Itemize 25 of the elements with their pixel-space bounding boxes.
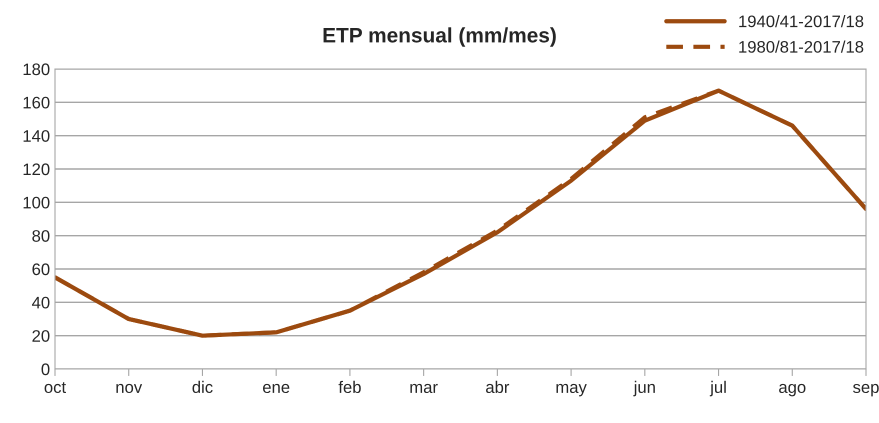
y-tick-label: 80 (32, 230, 50, 242)
y-tick-label: 100 (24, 196, 50, 209)
x-tick-label: jun (633, 380, 655, 396)
x-tick-label: ene (262, 384, 290, 394)
y-tick-label: 20 (32, 330, 50, 342)
y-tick-label: 60 (32, 263, 50, 276)
legend-label: 1940/41-2017/18 (739, 15, 864, 28)
x-tick-label: may (556, 384, 587, 396)
x-tick-label: jul (710, 380, 726, 396)
x-tick-label: sep (853, 384, 879, 396)
x-tick-label: nov (116, 384, 142, 394)
y-tick-label: 160 (24, 96, 50, 109)
x-tick-label: abr (486, 380, 510, 394)
x-tick-label: oct (44, 382, 66, 394)
y-tick-label: 140 (24, 130, 50, 142)
x-tick-label: mar (410, 384, 438, 394)
y-tick-label: 120 (24, 163, 50, 176)
x-tick-label: ago (779, 384, 806, 396)
legend-label: 1980/81-2017/18 (739, 40, 864, 53)
x-tick-label: feb (338, 380, 361, 394)
y-tick-label: 180 (24, 63, 50, 76)
chart-title: ETP mensual (mm/mes) (324, 27, 556, 47)
y-tick-label: 40 (32, 296, 50, 309)
x-tick-label: dic (192, 380, 213, 394)
y-tick-label: 0 (42, 363, 50, 376)
